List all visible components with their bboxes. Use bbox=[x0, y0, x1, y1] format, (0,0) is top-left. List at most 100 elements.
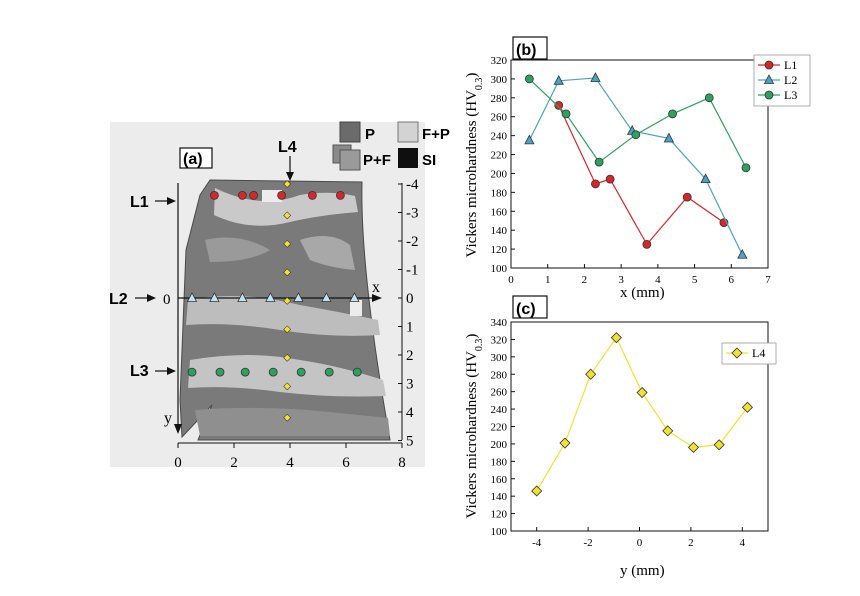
l3-indent-marker bbox=[215, 367, 225, 377]
region-f-p-3 bbox=[188, 355, 386, 397]
y-tick-label: 300 bbox=[491, 352, 508, 364]
l1-indent-marker bbox=[307, 190, 317, 200]
panel-a-micrograph: x y 0 2 4 6 8 -4 -3 -2 -1 0 1 2 3 4 5 L4 L1 L2 0 L3 (… bbox=[109, 121, 450, 471]
l2-indent-marker bbox=[237, 292, 248, 302]
y-tick-label: 220 bbox=[491, 150, 508, 162]
data-point-l1 bbox=[591, 179, 600, 189]
panel-b-axes: 0 1 2 3 4 5 6 7 100 120 140 160 180 200 220 240 260 280 30… bbox=[491, 55, 772, 286]
region-f-p-5 bbox=[350, 300, 362, 316]
panel-b-xlabel: x (mm) bbox=[620, 285, 665, 301]
region-p-f-3 bbox=[195, 407, 390, 436]
panel-a-label-box bbox=[179, 147, 213, 169]
right-scale-tick-label: 5 bbox=[406, 434, 414, 450]
data-point-l2 bbox=[590, 72, 601, 82]
y-tick-label: 320 bbox=[491, 334, 508, 346]
l4-indent-marker bbox=[283, 413, 292, 422]
panel-c-ylabel-close: ) bbox=[464, 334, 480, 339]
legend-label-l3: L3 bbox=[784, 88, 797, 102]
l4-indent-marker bbox=[283, 268, 292, 277]
panel-c-series bbox=[531, 332, 754, 497]
x-tick-label: -2 bbox=[584, 537, 593, 549]
data-point-l3 bbox=[668, 109, 677, 119]
y-tick-label: 160 bbox=[491, 474, 508, 486]
region-f-p-4 bbox=[262, 190, 282, 202]
l4-indent-marker bbox=[283, 211, 292, 220]
y-axis-label: y bbox=[164, 410, 172, 427]
panel-c-ylabel-sub: 0.3 bbox=[474, 339, 485, 352]
x-tick-label: 2 bbox=[582, 274, 588, 286]
right-scale-tick-label: 1 bbox=[406, 320, 414, 336]
data-point-l4 bbox=[585, 368, 597, 380]
data-point-l4 bbox=[559, 437, 571, 449]
legend-label-p-f: P+F bbox=[363, 152, 391, 169]
l1-indent-marker bbox=[249, 190, 259, 200]
l3-label: L3 bbox=[130, 363, 149, 380]
right-scale-tick-label: 3 bbox=[406, 377, 414, 393]
panel-c-ylabel-main: Vickers microhardness (HV bbox=[464, 351, 480, 519]
l4-indent-marker bbox=[283, 382, 292, 391]
l4-indent-marker bbox=[283, 325, 292, 334]
l3-indent-marker bbox=[187, 367, 197, 377]
legend-marker-l1 bbox=[764, 60, 774, 70]
y-tick-label: 140 bbox=[491, 225, 508, 237]
l1-indent-marker bbox=[237, 190, 247, 200]
legend-label-l1: L1 bbox=[784, 58, 797, 72]
legend-box bbox=[721, 342, 777, 365]
x-tick-label: -4 bbox=[532, 537, 542, 549]
data-point-l1 bbox=[642, 239, 652, 249]
y-tick-label: 220 bbox=[491, 422, 508, 434]
region-p-f-1 bbox=[300, 236, 355, 270]
y-tick-label: 240 bbox=[491, 404, 508, 416]
x-axis-arrow-icon bbox=[372, 294, 382, 302]
data-point-l3 bbox=[704, 93, 714, 103]
data-point-l2 bbox=[663, 132, 675, 143]
bottom-scale-tick-label: 0 bbox=[174, 455, 182, 471]
panel-b-series bbox=[524, 72, 751, 259]
l2-indent-marker bbox=[349, 292, 360, 302]
data-point-l3 bbox=[561, 109, 571, 119]
l1-label: L1 bbox=[130, 194, 149, 211]
l2-zero-label: 0 bbox=[163, 292, 171, 308]
panel-b-ylabel: Vickers microhardness (HV0.3) bbox=[464, 73, 485, 258]
legend-label-p: P bbox=[365, 126, 375, 143]
y-tick-label: 100 bbox=[491, 263, 508, 275]
y-tick-label: 280 bbox=[491, 369, 508, 381]
right-scale-ticks: -4 -3 -2 -1 0 1 2 3 4 5 bbox=[398, 177, 419, 450]
x-tick-label: 2 bbox=[688, 537, 694, 549]
l4-indent-marker bbox=[283, 296, 292, 305]
legend-swatch-p bbox=[339, 121, 361, 143]
data-point-l2 bbox=[700, 173, 711, 184]
y-tick-label: 100 bbox=[491, 526, 508, 538]
panel-c-ylabel: Vickers microhardness (HV0.3) bbox=[464, 334, 485, 519]
panel-a-label: (a) bbox=[183, 151, 203, 168]
panel-b-ylabel-close: ) bbox=[464, 73, 480, 78]
data-point-l3 bbox=[631, 130, 641, 140]
bottom-scale-tick-label: 2 bbox=[230, 455, 238, 471]
data-point-l4 bbox=[687, 441, 700, 453]
x-tick-label: 4 bbox=[655, 274, 661, 286]
l1-indent-marker bbox=[209, 190, 219, 200]
series-line-l4 bbox=[536, 336, 748, 492]
l3-indent-marker bbox=[268, 367, 278, 377]
right-scale-tick-label: 4 bbox=[406, 405, 414, 421]
x-tick-label: 6 bbox=[729, 274, 735, 286]
panel-b-ylabel-sub: 0.3 bbox=[474, 78, 485, 91]
panel-b-chart: 0 1 2 3 4 5 6 7 100 120 140 160 180 200 220 240 260 280 30… bbox=[464, 36, 811, 301]
y-tick-label: 300 bbox=[491, 74, 508, 86]
data-point-l4 bbox=[713, 439, 725, 451]
x-tick-label: 0 bbox=[637, 537, 643, 549]
panel-c-legend: L4 bbox=[721, 342, 777, 365]
l4-label: L4 bbox=[278, 139, 297, 156]
legend-label-si: SI bbox=[422, 152, 436, 169]
right-scale-tick-label: 2 bbox=[406, 348, 414, 364]
right-scale-tick-label: -3 bbox=[406, 206, 419, 222]
x-tick-label: 4 bbox=[740, 537, 746, 549]
right-scale-tick-label: 0 bbox=[406, 291, 414, 307]
l4-indent-marker bbox=[283, 353, 292, 362]
x-tick-label: 0 bbox=[508, 274, 514, 286]
series-line-l1 bbox=[558, 105, 725, 246]
y-tick-label: 240 bbox=[491, 131, 508, 143]
data-point-l2 bbox=[524, 134, 535, 145]
y-tick-label: 260 bbox=[491, 387, 508, 399]
y-tick-label: 320 bbox=[491, 55, 508, 67]
